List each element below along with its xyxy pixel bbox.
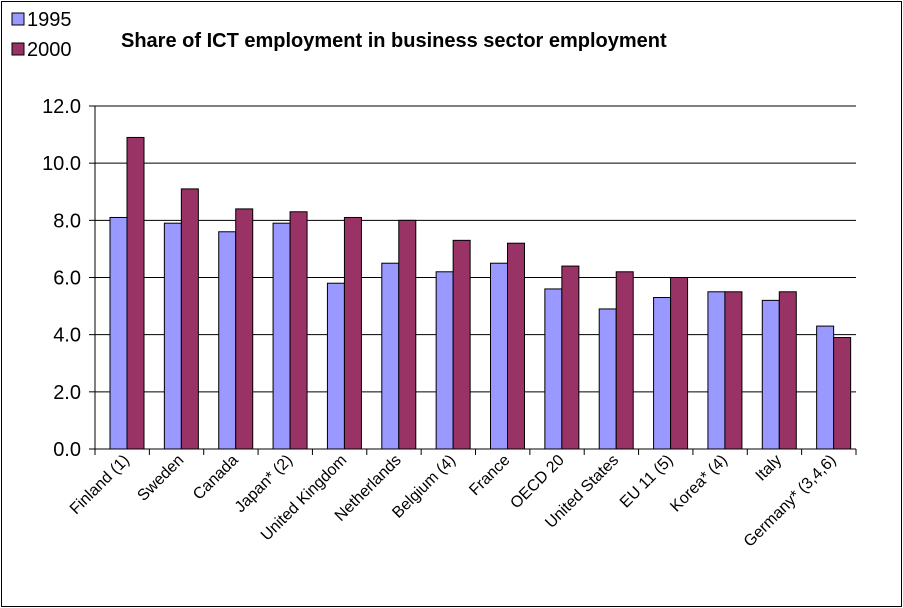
x-category-label: Germany* (3,4,6)	[741, 452, 840, 551]
bar-1995	[109, 216, 128, 450]
bar-1995	[326, 282, 345, 450]
bar-1995	[490, 262, 508, 450]
bar-1995	[707, 291, 726, 450]
bar-2000	[452, 239, 471, 450]
y-tick-label: 12.0	[42, 96, 81, 118]
y-tick-label: 0.0	[53, 439, 81, 461]
bar-1995	[598, 308, 617, 450]
x-category-label: France	[466, 452, 513, 499]
bar-1995	[435, 271, 454, 450]
legend-label: 1995	[27, 9, 72, 31]
y-tick-label: 2.0	[53, 382, 81, 404]
bar-1995	[163, 222, 182, 450]
y-tick-label: 10.0	[42, 153, 81, 175]
bar-2000	[833, 337, 852, 450]
bar-2000	[180, 188, 199, 450]
bar-1995	[544, 288, 563, 450]
bar-2000	[507, 242, 525, 450]
bar-2000	[126, 136, 145, 450]
y-axis-ticks: 0.0 2.0 4.0 6.0 8.0 10.0 12.0	[42, 96, 95, 461]
bars	[109, 136, 852, 450]
bar-2000	[615, 271, 634, 450]
y-tick-label: 4.0	[53, 325, 81, 347]
bar-2000	[235, 208, 254, 450]
bar-2000	[398, 219, 417, 450]
x-category-label: Italy	[753, 452, 786, 485]
bar-1995	[272, 222, 291, 450]
legend-swatch	[11, 42, 25, 56]
bar-1995	[653, 297, 672, 450]
y-tick-label: 8.0	[53, 210, 81, 232]
bar-1995	[761, 299, 780, 450]
x-category-label: Finland (1)	[67, 452, 133, 518]
bar-2000	[561, 265, 580, 450]
bar-2000	[778, 291, 797, 450]
bar-2000	[289, 211, 308, 450]
bar-1995	[381, 262, 400, 450]
legend-swatch	[11, 12, 25, 26]
bar-2000	[670, 277, 689, 450]
chart-title: Share of ICT employment in business sect…	[121, 30, 667, 52]
bar-1995	[218, 231, 237, 450]
bar-2000	[724, 291, 743, 450]
axes	[94, 106, 857, 455]
legend: 1995 2000	[11, 9, 72, 61]
bar-1995	[816, 325, 835, 450]
legend-label: 2000	[27, 39, 72, 61]
x-category-label: Sweden	[134, 452, 187, 505]
bar-2000	[343, 216, 362, 450]
y-tick-label: 6.0	[53, 268, 81, 290]
x-category-label: Canada	[190, 452, 242, 504]
x-category-label: Korea* (4)	[667, 452, 731, 516]
